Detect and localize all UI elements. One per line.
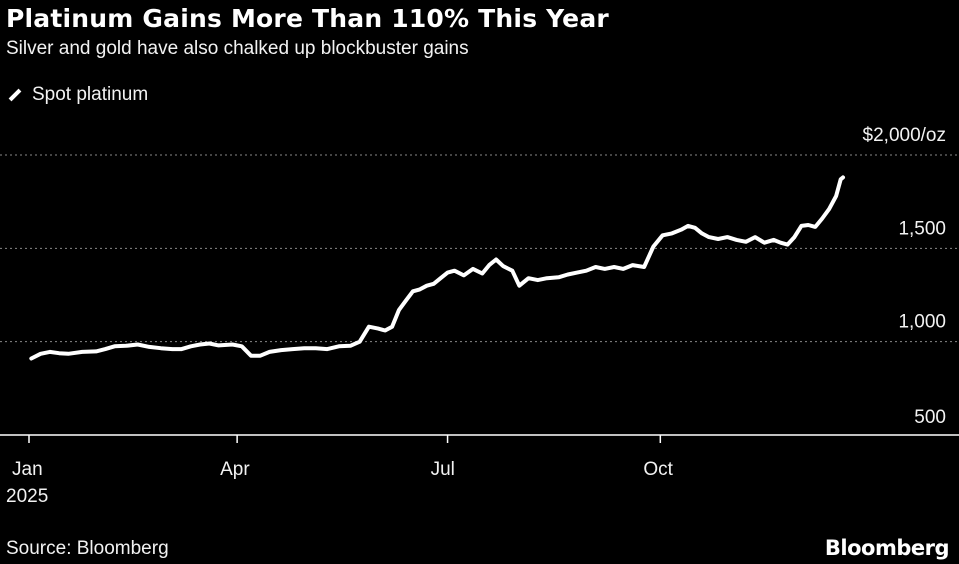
x-tick-label: Jul bbox=[431, 459, 455, 480]
legend: Spot platinum bbox=[6, 84, 148, 106]
bloomberg-logo: Bloomberg bbox=[824, 536, 950, 560]
x-tick-label: Apr bbox=[220, 459, 250, 480]
chart-title: Platinum Gains More Than 110% This Year bbox=[6, 4, 609, 33]
legend-label: Spot platinum bbox=[32, 84, 149, 105]
x-tick-label: Jan bbox=[12, 459, 43, 480]
series-line-spot-platinum bbox=[29, 175, 845, 361]
x-axis: Jan 2025 Apr Jul Oct bbox=[0, 434, 959, 507]
x-tick-sublabel: 2025 bbox=[6, 486, 48, 507]
y-tick-label: 1,000 bbox=[898, 312, 946, 333]
grid-layer: $2,000/oz 1,500 1,000 500 bbox=[0, 125, 959, 428]
source-note: Source: Bloomberg bbox=[6, 538, 169, 559]
chart-subtitle: Silver and gold have also chalked up blo… bbox=[6, 38, 469, 59]
series-layer bbox=[29, 175, 845, 361]
y-tick-label: 500 bbox=[914, 407, 946, 428]
y-tick-label: $2,000/oz bbox=[863, 125, 946, 146]
x-tick-label: Oct bbox=[643, 459, 673, 480]
y-tick-label: 1,500 bbox=[898, 218, 946, 239]
